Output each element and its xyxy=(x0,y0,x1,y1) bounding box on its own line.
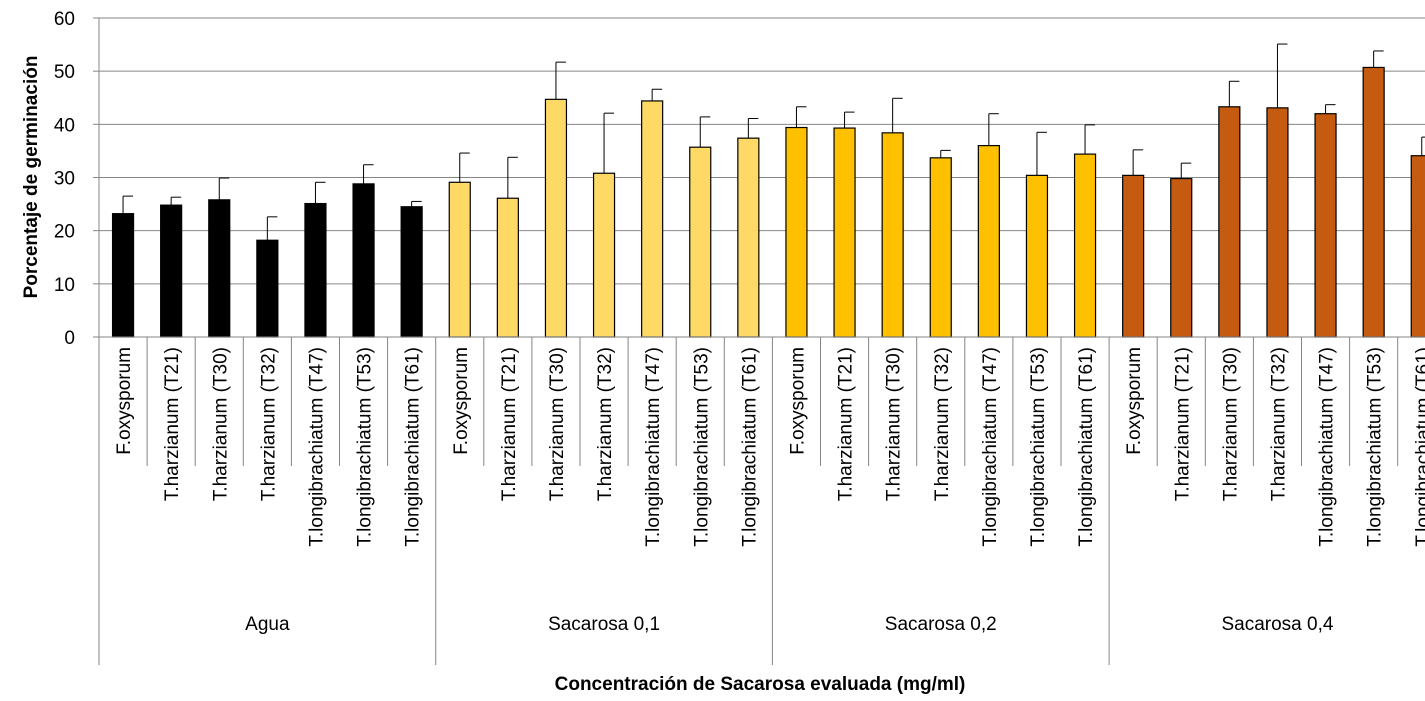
y-tick-label: 10 xyxy=(54,275,75,296)
x-tick-label: T.longibrachiatum (T47) xyxy=(306,347,327,547)
bar xyxy=(1218,106,1241,338)
y-tick-label: 40 xyxy=(54,115,75,136)
x-tick-label: T.harzianum (T21) xyxy=(162,347,183,501)
bar xyxy=(929,157,952,338)
bar xyxy=(1314,113,1337,338)
group-label: Sacarosa 0,2 xyxy=(885,614,997,635)
bar xyxy=(1073,153,1097,338)
bar xyxy=(1025,174,1049,338)
y-tick-label: 20 xyxy=(54,222,75,243)
x-tick-label: T.longibrachiatum (T53) xyxy=(1365,347,1386,547)
x-tick-label: T.harzianum (T21) xyxy=(1172,347,1193,501)
bar xyxy=(689,146,712,338)
x-tick-label: F.oxysporum xyxy=(114,347,135,455)
x-axis-title: Concentración de Sacarosa evaluada (mg/m… xyxy=(555,674,966,695)
bar xyxy=(641,100,664,338)
bar xyxy=(1362,66,1385,338)
bar xyxy=(833,127,856,338)
x-tick-label: T.harzianum (T21) xyxy=(499,347,520,501)
x-tick-label: T.harzianum (T30) xyxy=(1220,347,1241,501)
group-label: Sacarosa 0,4 xyxy=(1221,614,1333,635)
x-tick-label: F.oxysporum xyxy=(787,347,808,455)
bar xyxy=(304,202,327,338)
x-tick-label: T.longibrachiatum (T61) xyxy=(1413,347,1425,547)
x-tick-label: F.oxysporum xyxy=(1124,347,1145,455)
bar xyxy=(881,132,904,338)
bars xyxy=(111,43,1425,338)
bar xyxy=(496,197,519,338)
bar xyxy=(1410,155,1425,338)
y-axis-title: Porcentaje de germinación xyxy=(21,56,42,299)
x-tick-label: T.longibrachiatum (T47) xyxy=(1317,347,1338,547)
x-tick-label: T.harzianum (T32) xyxy=(258,347,279,501)
x-tick-label: T.longibrachiatum (T47) xyxy=(643,347,664,547)
x-tick-label: T.harzianum (T30) xyxy=(210,347,231,501)
x-axis: F.oxysporum T.harzianum (T21) T.harzianum … xyxy=(98,336,1425,665)
bar xyxy=(208,199,231,338)
x-tick-label: T.harzianum (T30) xyxy=(547,347,568,501)
bar xyxy=(448,181,471,338)
bar xyxy=(737,137,760,338)
y-tick-label: 0 xyxy=(64,328,75,349)
bar xyxy=(111,213,135,338)
bar xyxy=(1122,174,1145,338)
bar xyxy=(977,145,1000,338)
x-tick-label: T.longibrachiatum (T61) xyxy=(739,347,760,547)
bar xyxy=(544,98,568,338)
x-tick-label: T.longibrachiatum (T53) xyxy=(1028,347,1049,547)
x-tick-label: T.longibrachiatum (T61) xyxy=(403,347,424,547)
x-tick-label: F.oxysporum xyxy=(451,347,472,455)
bar xyxy=(592,172,616,338)
group-label: Sacarosa 0,1 xyxy=(548,614,660,635)
x-tick-label: T.longibrachiatum (T61) xyxy=(1076,347,1097,547)
x-tick-label: T.longibrachiatum (T53) xyxy=(691,347,712,547)
x-tick-label: T.harzianum (T32) xyxy=(932,347,953,501)
y-tick-label: 30 xyxy=(54,169,75,190)
y-tick-label: 60 xyxy=(54,9,75,30)
x-tick-label: T.longibrachiatum (T53) xyxy=(355,347,376,547)
bar xyxy=(256,239,279,338)
x-tick-label: T.harzianum (T21) xyxy=(836,347,857,501)
group-label: Agua xyxy=(245,614,290,635)
bar xyxy=(1170,177,1193,338)
bar xyxy=(352,183,375,338)
y-tick-label: 50 xyxy=(54,62,75,83)
bar xyxy=(160,204,183,338)
x-tick-label: T.longibrachiatum (T47) xyxy=(980,347,1001,547)
bar xyxy=(785,126,808,338)
bar xyxy=(400,206,423,338)
x-tick-label: T.harzianum (T32) xyxy=(595,347,616,501)
bar xyxy=(1266,107,1289,338)
x-tick-label: T.harzianum (T32) xyxy=(1268,347,1289,501)
y-axis: 0 10 20 30 40 50 60 xyxy=(54,9,100,349)
x-tick-label: T.harzianum (T30) xyxy=(884,347,905,501)
